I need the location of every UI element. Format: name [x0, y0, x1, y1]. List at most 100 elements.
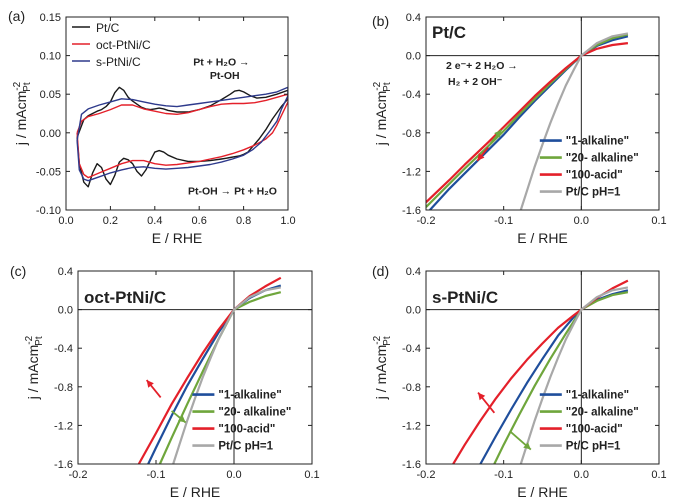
arrow-head	[523, 442, 531, 450]
series-line	[147, 284, 282, 464]
y-axis-label: j / mAcm-2Pt	[372, 335, 393, 400]
legend-label: Pt/C	[96, 21, 120, 35]
panel-title: oct-PtNi/C	[84, 288, 166, 307]
arrow-head	[177, 415, 186, 423]
y-axis-label-sup: -2	[12, 81, 23, 90]
arrow-head	[146, 380, 154, 388]
panel-b: -0.2 -0.1 0.0 0.1 -1.6 -1.2 -0.8 -0.4 0.0 0.4 E / …	[372, 12, 667, 246]
panel-title: s-PtNi/C	[432, 288, 498, 307]
annotation-text: Pt-OH	[210, 70, 240, 82]
y-tick-label: -0.8	[54, 382, 73, 394]
y-tick-label: 0.0	[406, 51, 421, 63]
y-tick-label: -0.4	[54, 343, 73, 355]
y-tick-label: -1.2	[402, 420, 421, 432]
series-line	[519, 286, 629, 464]
plot-frame	[65, 16, 289, 211]
panel-c: -0.2 -0.1 0.0 0.1 -1.6 -1.2 -0.8 -0.4 0.0 0.4 E / …	[10, 263, 320, 500]
panel-label: (b)	[372, 13, 389, 29]
y-tick-label: -1.2	[54, 420, 73, 432]
panel-d: -0.2 -0.1 0.0 0.1 -1.6 -1.2 -0.8 -0.4 0.0 0.4 E / …	[372, 263, 667, 500]
series-line	[519, 32, 629, 210]
y-tick-label: -0.4	[402, 89, 421, 101]
y-tick-label: 0.4	[406, 266, 421, 278]
x-tick-label: 0.1	[651, 469, 666, 481]
series-line	[76, 86, 288, 188]
x-axis-label: E / RHE	[517, 484, 568, 500]
series-line	[76, 93, 288, 179]
x-tick-label: 0.0	[226, 469, 241, 481]
series-line	[158, 291, 282, 464]
x-tick-label: -0.1	[494, 469, 513, 481]
x-tick-label: 0.1	[304, 469, 319, 481]
y-tick-label: 0.4	[406, 12, 421, 24]
series-group	[137, 276, 282, 464]
x-tick-label: -0.1	[147, 469, 166, 481]
legend-label: s-PtNi/C	[96, 55, 141, 69]
legend-label: Pt/C pH=1	[218, 441, 273, 453]
y-tick-label: -0.8	[402, 128, 421, 140]
y-tick-label: -0.10	[36, 205, 61, 217]
series-line	[172, 286, 282, 464]
x-tick-label: -0.1	[494, 215, 513, 227]
legend-label: Pt/C pH=1	[566, 187, 621, 199]
y-tick-label: -0.05	[36, 166, 61, 178]
y-tick-label: -1.2	[402, 166, 421, 178]
y-axis-label-sub: Pt	[22, 82, 33, 92]
legend-label: oct-PtNi/C	[96, 38, 151, 52]
y-tick-label: 0.0	[406, 305, 421, 317]
y-tick-label: -0.8	[402, 382, 421, 394]
y-axis-label-main: j / mAcm	[13, 91, 29, 146]
y-tick-label: 0.05	[40, 89, 61, 101]
x-tick-label: 0.2	[103, 215, 118, 227]
y-axis-label-main: j / mAcm	[373, 345, 389, 400]
y-axis-label-sup: -2	[372, 81, 383, 90]
legend-label: "20- alkaline"	[218, 407, 291, 419]
plot-frame	[77, 270, 313, 465]
x-axis-label: E / RHE	[152, 230, 203, 246]
arrow-head	[477, 153, 485, 161]
y-axis-label-main: j / mAcm	[373, 91, 389, 146]
legend-label: "1-alkaline"	[566, 390, 629, 402]
plot-frame	[425, 270, 660, 465]
panel-title: Pt/C	[432, 23, 466, 42]
y-axis-label-sub: Pt	[34, 336, 45, 346]
panel-label: (d)	[372, 263, 389, 279]
annotation-text: Pt + H₂O →	[193, 57, 249, 69]
panel-a: 0.0 0.2 0.4 0.6 0.8 1.0 -0.10 -0.05 0.00 0.05 0.10…	[8, 8, 296, 246]
y-tick-label: 0.0	[58, 305, 73, 317]
series-line	[493, 291, 629, 464]
legend-label: "100-acid"	[566, 424, 623, 436]
x-tick-label: 0.0	[58, 215, 73, 227]
x-axis-label: E / RHE	[517, 230, 568, 246]
legend-label: "100-acid"	[218, 424, 275, 436]
panel-label: (a)	[8, 8, 25, 24]
series-line	[426, 33, 629, 208]
y-tick-label: 0.15	[40, 12, 61, 24]
y-tick-label: 0.10	[40, 51, 61, 63]
series-line	[76, 86, 288, 182]
y-tick-label: -0.4	[402, 343, 421, 355]
series-group	[452, 279, 629, 464]
legend-label: "1-alkaline"	[218, 390, 281, 402]
y-axis-label: j / mAcm-2Pt	[372, 81, 393, 146]
series-line	[479, 289, 629, 464]
y-axis-label-sub: Pt	[382, 82, 393, 92]
y-tick-label: -1.6	[54, 459, 73, 471]
legend-label: "1-alkaline"	[566, 136, 629, 148]
x-tick-label: 0.6	[192, 215, 207, 227]
y-tick-label: 0.4	[58, 266, 73, 278]
x-tick-label: 0.0	[574, 215, 589, 227]
series-line	[137, 276, 282, 464]
x-tick-label: 0.1	[651, 215, 666, 227]
series-line	[426, 42, 629, 204]
series-group	[426, 32, 629, 210]
y-tick-label: -1.6	[402, 459, 421, 471]
legend-label: Pt/C pH=1	[566, 441, 621, 453]
x-tick-label: 1.0	[280, 215, 295, 227]
annotation-text: 2 e⁻+ 2 H₂O →	[446, 60, 518, 72]
x-axis-label: E / RHE	[170, 484, 221, 500]
panel-label: (c)	[10, 263, 26, 279]
x-tick-label: -0.2	[69, 469, 88, 481]
legend-label: "100-acid"	[566, 170, 623, 182]
